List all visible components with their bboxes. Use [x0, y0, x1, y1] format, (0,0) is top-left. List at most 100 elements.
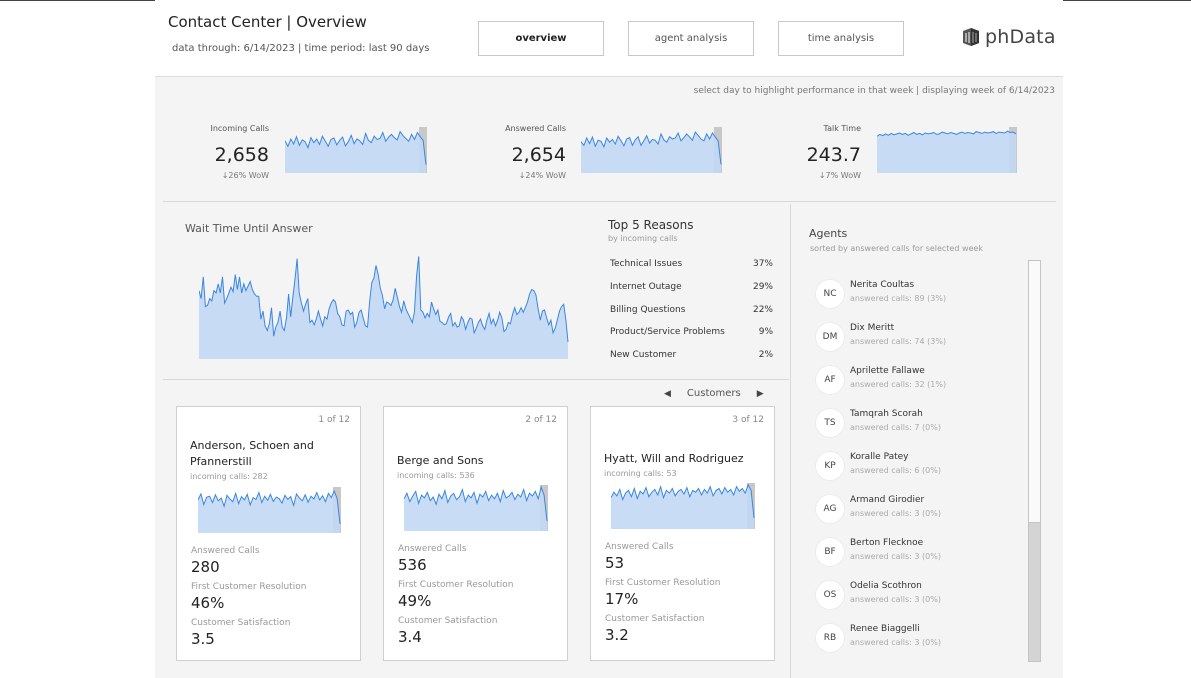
csat-label: Customer Satisfaction	[605, 614, 705, 624]
top-reasons-subtitle: by incoming calls	[608, 234, 678, 243]
agent-row[interactable]: AG Armand Girodier answered calls: 3 (0%…	[810, 489, 1020, 529]
reason-name: Technical Issues	[610, 259, 683, 269]
page-title: Contact Center | Overview	[168, 13, 367, 31]
agent-row[interactable]: KP Koralle Patey answered calls: 6 (0%)	[810, 446, 1020, 486]
series-area	[199, 256, 568, 359]
agent-answered-calls: answered calls: 74 (3%)	[850, 337, 947, 346]
answered-calls-sparkline[interactable]	[581, 127, 722, 173]
agent-row[interactable]: DM Dix Meritt answered calls: 74 (3%)	[810, 317, 1020, 357]
customers-label: Customers	[686, 388, 741, 399]
answered-calls-label: Answered Calls	[505, 124, 566, 133]
fcr-label: First Customer Resolution	[605, 578, 721, 588]
agent-avatar: DM	[815, 322, 845, 352]
series-line	[285, 130, 427, 165]
agent-row[interactable]: TS Tamqrah Scorah answered calls: 7 (0%)	[810, 403, 1020, 443]
customer-card[interactable]: 1 of 12 Anderson, Schoen and Pfannerstil…	[176, 406, 361, 661]
reason-pct: 29%	[752, 282, 773, 292]
reason-row[interactable]: Technical Issues 37%	[610, 259, 773, 269]
customer-name: Hyatt, Will and Rodriguez	[604, 452, 744, 465]
csat-label: Customer Satisfaction	[398, 616, 498, 626]
overview-nav-button[interactable]: overview	[478, 21, 604, 56]
agent-analysis-nav-button[interactable]: agent analysis	[628, 21, 754, 56]
talk-time-delta: ↓7% WoW	[818, 171, 861, 180]
triangle-left-icon[interactable]: ◀	[664, 388, 671, 399]
agent-name: Dix Meritt	[850, 323, 895, 333]
page-subtitle: data through: 6/14/2023 | time period: l…	[172, 43, 430, 54]
reason-name: Billing Questions	[610, 305, 686, 315]
agent-name: Nerita Coultas	[850, 280, 915, 290]
customer-card[interactable]: 2 of 12 Berge and Sons incoming calls: 5…	[383, 406, 568, 661]
incoming-calls-sparkline[interactable]	[285, 127, 427, 173]
series-line	[611, 483, 755, 519]
fcr-value: 46%	[191, 594, 225, 612]
answered-calls-delta: ↓24% WoW	[518, 171, 566, 180]
reason-row[interactable]: Product/Service Problems 9%	[610, 327, 773, 337]
reason-pct: 2%	[758, 350, 773, 360]
customer-sparkline[interactable]	[404, 485, 548, 531]
agent-answered-calls: answered calls: 3 (0%)	[850, 509, 941, 518]
time-analysis-nav-button[interactable]: time analysis	[778, 21, 904, 56]
agent-row[interactable]: NC Nerita Coultas answered calls: 89 (3%…	[810, 274, 1020, 314]
agents-scrollbar-thumb[interactable]	[1029, 261, 1040, 523]
series-line	[198, 489, 341, 524]
reason-row[interactable]: New Customer 2%	[610, 350, 773, 360]
logo-text: phData	[985, 26, 1056, 48]
agent-answered-calls: answered calls: 3 (0%)	[850, 638, 941, 647]
csat-value: 3.4	[398, 628, 422, 646]
agent-row[interactable]: RB Renee Biaggelli answered calls: 3 (0%…	[810, 618, 1020, 658]
series-line	[404, 485, 548, 521]
customer-sparkline[interactable]	[198, 487, 341, 533]
phdata-logo: phData	[961, 26, 1056, 48]
customer-sparkline[interactable]	[611, 483, 755, 529]
agent-avatar: AF	[815, 365, 845, 395]
answered-calls-value: 536	[398, 556, 427, 574]
reason-name: Product/Service Problems	[610, 327, 725, 337]
agent-name: Aprilette Fallawe	[850, 366, 925, 376]
talk-time-sparkline[interactable]	[877, 127, 1017, 173]
customer-incoming-calls: incoming calls: 53	[604, 469, 677, 478]
agent-avatar: AG	[815, 494, 845, 524]
talk-time-label: Talk Time	[823, 124, 861, 133]
csat-value: 3.5	[191, 630, 215, 648]
series-line	[877, 130, 1017, 137]
agent-answered-calls: answered calls: 89 (3%)	[850, 294, 947, 303]
agent-row[interactable]: OS Odelia Scothron answered calls: 3 (0%…	[810, 575, 1020, 615]
customer-incoming-calls: incoming calls: 536	[397, 471, 475, 480]
reason-row[interactable]: Internet Outage 29%	[610, 282, 773, 292]
triangle-right-icon[interactable]: ▶	[756, 388, 764, 399]
customer-name: Berge and Sons	[397, 454, 484, 467]
series-area	[285, 131, 426, 173]
incoming-calls-label: Incoming Calls	[210, 124, 269, 133]
reason-name: Internet Outage	[610, 282, 682, 292]
agents-list[interactable]: NC Nerita Coultas answered calls: 89 (3%…	[810, 257, 1028, 662]
talk-time-value: 243.7	[806, 144, 861, 166]
incoming-calls-delta: ↓26% WoW	[221, 171, 269, 180]
dashboard-main: select day to highlight performance in t…	[155, 77, 1063, 678]
csat-label: Customer Satisfaction	[191, 618, 291, 628]
reason-row[interactable]: Billing Questions 22%	[610, 305, 773, 315]
agent-row[interactable]: AF Aprilette Fallawe answered calls: 32 …	[810, 360, 1020, 400]
agent-avatar: KP	[815, 451, 845, 481]
answered-calls-label: Answered Calls	[605, 542, 674, 552]
agents-scrollbar[interactable]	[1028, 260, 1041, 662]
series-area	[611, 484, 754, 529]
series-area	[404, 487, 547, 531]
customers-pager: ◀ Customers ▶	[660, 388, 768, 399]
answered-calls-value: 53	[605, 554, 625, 572]
agent-name: Berton Flecknoe	[850, 538, 924, 548]
agent-avatar: BF	[815, 537, 845, 567]
agent-name: Odelia Scothron	[850, 581, 922, 591]
wait-time-chart[interactable]	[199, 245, 569, 359]
customer-name: Anderson, Schoen and Pfannerstill	[190, 439, 314, 468]
agents-divider	[790, 204, 791, 678]
agents-subtitle: sorted by answered calls for selected we…	[810, 244, 983, 253]
agents-title: Agents	[809, 227, 848, 240]
agent-name: Koralle Patey	[850, 452, 909, 462]
agent-row[interactable]: BF Berton Flecknoe answered calls: 3 (0%…	[810, 532, 1020, 572]
answered-calls-label: Answered Calls	[191, 546, 260, 556]
agent-row-partial	[810, 257, 1020, 259]
fcr-label: First Customer Resolution	[398, 580, 514, 590]
customer-card[interactable]: 3 of 12 Hyatt, Will and Rodriguez incomi…	[590, 406, 775, 661]
answered-calls-value: 280	[191, 558, 220, 576]
agent-name: Armand Girodier	[850, 495, 925, 505]
